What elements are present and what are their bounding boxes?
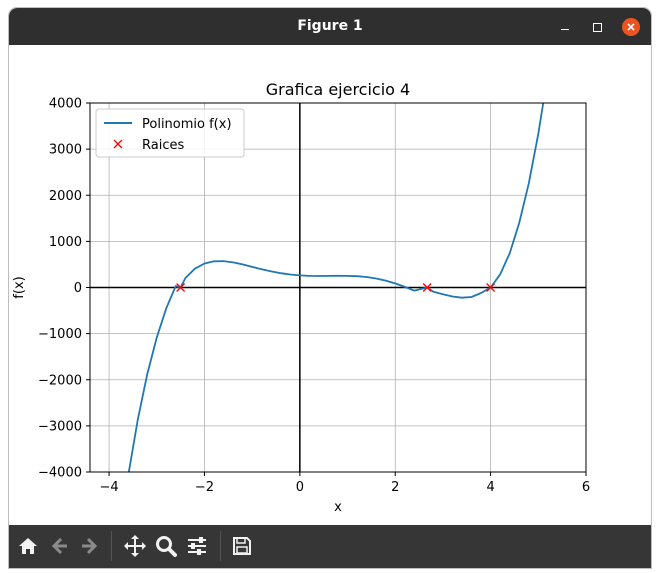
zero-axis-lines <box>90 103 586 472</box>
close-icon <box>622 18 640 36</box>
toolbar-separator <box>111 531 112 561</box>
legend-marker-x <box>113 139 123 149</box>
save-icon <box>233 537 251 555</box>
close-button[interactable] <box>621 17 641 37</box>
forward-button[interactable] <box>77 533 103 559</box>
back-button[interactable] <box>46 533 72 559</box>
y-tick-label: −3000 <box>38 419 82 434</box>
configure-subplots-button[interactable] <box>184 533 210 559</box>
x-axis-label: x <box>334 500 342 515</box>
save-button[interactable] <box>229 533 255 559</box>
legend: Polinomio f(x) Raices <box>95 108 245 158</box>
y-tick-label: 3000 <box>49 143 82 158</box>
x-tick-label: 4 <box>486 480 494 495</box>
chart-title: Grafica ejercicio 4 <box>266 80 410 99</box>
y-tick-label: −4000 <box>38 466 82 481</box>
maximize-icon <box>592 22 602 32</box>
home-button[interactable] <box>15 533 41 559</box>
title-bar[interactable]: Figure 1 <box>9 8 651 45</box>
figure-canvas[interactable]: −4 −2 0 2 4 6 −4000 −3000 −2000 −1000 0 1000 2000 300… <box>9 45 651 525</box>
x-tick-label: −2 <box>195 480 214 495</box>
minimize-button[interactable] <box>555 17 575 37</box>
window-title: Figure 1 <box>297 18 363 34</box>
root-marker <box>176 283 186 292</box>
minimize-icon <box>561 28 569 30</box>
navigation-toolbar <box>9 525 651 568</box>
y-tick-label: 2000 <box>49 189 82 204</box>
home-icon <box>19 538 37 554</box>
zoom-icon <box>156 536 177 557</box>
y-tick-label: 1000 <box>49 235 82 250</box>
x-tick-label: 6 <box>582 480 590 495</box>
y-tick-label: −1000 <box>38 327 82 342</box>
forward-arrow-icon <box>82 537 98 555</box>
chart: −4 −2 0 2 4 6 −4000 −3000 −2000 −1000 0 1000 2000 300… <box>12 80 590 515</box>
root-marker <box>486 283 496 292</box>
polynomial-curve <box>127 103 545 472</box>
root-marker <box>422 283 432 292</box>
plot-area <box>127 103 545 472</box>
maximize-button[interactable] <box>587 17 607 37</box>
y-tick-label: 0 <box>74 281 82 296</box>
pan-button[interactable] <box>122 533 148 559</box>
pan-icon <box>124 535 146 557</box>
x-tick-label: 0 <box>296 480 304 495</box>
y-tick-label: 4000 <box>49 97 82 112</box>
zoom-button[interactable] <box>153 533 179 559</box>
y-tick-label: −2000 <box>38 373 82 388</box>
back-arrow-icon <box>51 537 67 555</box>
x-tick-label: −4 <box>99 480 118 495</box>
legend-marker-swatch <box>113 139 123 149</box>
toolbar-separator <box>220 531 221 561</box>
x-tick-label: 2 <box>391 480 399 495</box>
legend-box <box>95 108 245 158</box>
legend-entry-polinomio: Polinomio f(x) <box>142 117 232 132</box>
y-axis-label: f(x) <box>12 276 27 298</box>
figure-window: Figure 1 −4 −2 0 2 4 6 −4000 −3000 −2000 −1000 0 10… <box>9 8 651 568</box>
configure-subplots-icon <box>188 537 206 555</box>
legend-entry-raices: Raices <box>142 138 184 153</box>
ticks: −4 −2 0 2 4 6 −4000 −3000 −2000 −1000 0 1000 2000 300… <box>38 97 590 496</box>
